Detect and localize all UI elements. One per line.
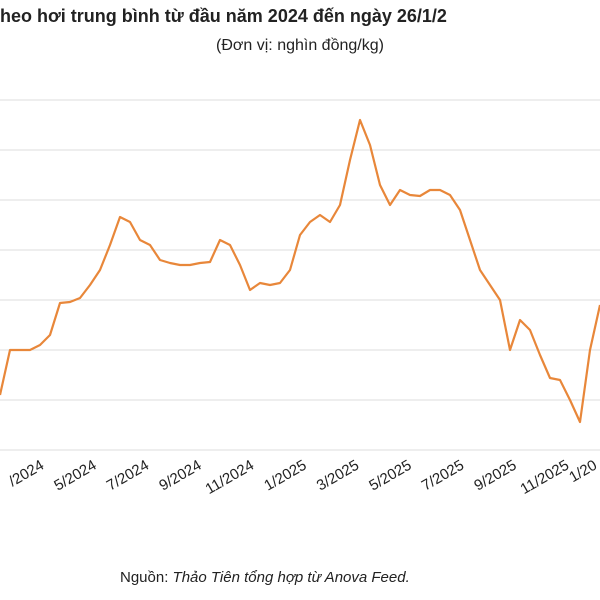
source-prefix: Nguồn: — [120, 569, 168, 586]
x-tick-label: /2024 — [6, 457, 47, 490]
x-tick-label: 5/2024 — [51, 457, 99, 495]
source-text: Thảo Tiên tổng hợp từ Anova Feed. — [173, 569, 410, 586]
chart-title: heo hơi trung bình từ đầu năm 2024 đến n… — [0, 6, 447, 26]
x-tick-label: 9/2024 — [156, 457, 204, 495]
x-tick-label: 1/2025 — [261, 457, 309, 495]
x-tick-label: 7/2025 — [419, 457, 467, 495]
x-tick-label: 3/2025 — [314, 457, 362, 495]
x-tick-label: 11/2024 — [203, 457, 257, 498]
chart-subtitle: (Đơn vị: nghìn đồng/kg) — [216, 37, 384, 54]
x-tick-label: 7/2024 — [104, 457, 152, 495]
x-tick-label: 9/2025 — [471, 457, 519, 495]
source: Nguồn: Thảo Tiên tổng hợp từ Anova Feed. — [120, 569, 410, 586]
x-tick-label: 1/20 — [566, 457, 600, 486]
x-tick-label: 5/2025 — [366, 457, 414, 495]
x-tick-label: 11/2025 — [518, 457, 572, 498]
price-line — [0, 118, 600, 424]
